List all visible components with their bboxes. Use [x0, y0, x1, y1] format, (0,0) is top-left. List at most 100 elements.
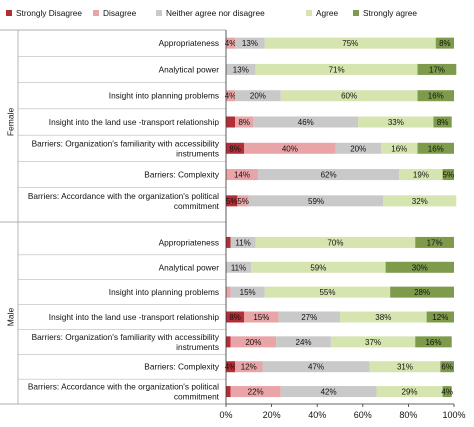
x-tick-label: 40% — [308, 410, 326, 420]
data-label: 30% — [412, 263, 428, 272]
bar-segment — [226, 236, 231, 248]
bar-segment — [280, 386, 377, 398]
bar-segment — [369, 361, 441, 373]
category-label: Analytical power — [159, 64, 220, 74]
data-label: 17% — [429, 65, 445, 74]
bar-segment — [253, 116, 359, 128]
data-label: 71% — [329, 65, 345, 74]
bar-segment — [230, 336, 277, 348]
data-label: 16% — [428, 144, 444, 153]
bar-segment — [262, 361, 370, 373]
category-label: instruments — [176, 148, 219, 158]
legend-swatch — [93, 10, 99, 16]
data-label: 12% — [432, 313, 448, 322]
bar-segment — [417, 142, 454, 154]
bar-segment — [226, 195, 238, 207]
legend-label: Strongly agree — [363, 8, 417, 18]
category-label: Appropriateness — [159, 38, 219, 48]
data-label: 16% — [425, 338, 441, 347]
legend-label: Disagree — [103, 8, 137, 18]
data-label: 14% — [234, 171, 250, 180]
data-label: 62% — [321, 171, 337, 180]
legend-label: Neither agree nor disagree — [166, 8, 265, 18]
category-label: Barriers: Organization's familiarity wit… — [32, 332, 220, 342]
legend-label: Strongly Disagree — [16, 8, 82, 18]
x-tick-label: 80% — [399, 410, 417, 420]
data-label: 8% — [229, 144, 241, 153]
bar-segment — [226, 116, 236, 128]
bar-segment — [226, 286, 231, 298]
bar-segment — [237, 195, 249, 207]
data-label: 8% — [229, 313, 241, 322]
data-label: 5% — [237, 197, 249, 206]
bar-segment — [226, 386, 231, 398]
category-label: Barriers: Accordance with the organizati… — [28, 382, 219, 392]
data-label: 20% — [350, 144, 366, 153]
data-label: 4% — [225, 92, 237, 101]
data-label: 5% — [443, 171, 455, 180]
bar-segment — [276, 336, 331, 348]
category-label: Barriers: Complexity — [144, 362, 220, 372]
bar-segment — [248, 195, 384, 207]
bar-segment — [230, 286, 265, 298]
bar-segment — [226, 37, 236, 49]
bar-segment — [257, 169, 400, 181]
data-label: 8% — [437, 118, 449, 127]
bar-segment — [433, 116, 452, 128]
bar-segment — [255, 63, 418, 75]
category-label: Analytical power — [159, 262, 220, 272]
bar-segment — [415, 236, 454, 248]
x-tick-label: 60% — [354, 410, 372, 420]
data-label: 29% — [402, 388, 418, 397]
data-label: 5% — [226, 197, 238, 206]
data-label: 33% — [388, 118, 404, 127]
bar-segment — [235, 37, 265, 49]
data-label: 28% — [414, 288, 430, 297]
bar-segment — [235, 116, 254, 128]
data-label: 60% — [341, 92, 357, 101]
data-label: 32% — [412, 197, 428, 206]
data-label: 27% — [301, 313, 317, 322]
data-label: 55% — [319, 288, 335, 297]
bar-segment — [340, 311, 427, 323]
bar-segment — [226, 63, 256, 75]
data-label: 19% — [413, 171, 429, 180]
bar-segment — [335, 142, 382, 154]
data-label: 75% — [342, 39, 358, 48]
category-label: Insight into planning problems — [109, 287, 219, 297]
category-label: commitment — [174, 201, 220, 211]
bar-segment — [226, 90, 236, 102]
data-label: 11% — [235, 238, 250, 247]
data-label: 12% — [241, 363, 257, 372]
category-label: Insight into planning problems — [109, 91, 219, 101]
category-label: Barriers: Complexity — [144, 170, 220, 180]
bar-segment — [435, 37, 454, 49]
group-label: Female — [5, 108, 15, 137]
group-label: Male — [5, 308, 15, 327]
bar-segment — [376, 386, 443, 398]
data-label: 20% — [250, 92, 266, 101]
bar-segment — [264, 37, 436, 49]
bar-segment — [255, 236, 416, 248]
x-tick-label: 100% — [442, 410, 465, 420]
bar-segment — [280, 90, 418, 102]
data-label: 17% — [427, 238, 443, 247]
x-tick-label: 20% — [263, 410, 281, 420]
data-label: 4% — [225, 39, 237, 48]
bar-segment — [230, 236, 256, 248]
bar-segment — [251, 261, 386, 273]
bar-segment — [264, 286, 391, 298]
data-label: 4% — [225, 363, 237, 372]
bar-segment — [235, 90, 281, 102]
bar-segment — [226, 261, 252, 273]
data-label: 15% — [240, 288, 256, 297]
bar-segment — [381, 142, 418, 154]
data-label: 15% — [253, 313, 269, 322]
category-label: Barriers: Organization's familiarity wit… — [32, 138, 220, 148]
data-label: 16% — [391, 144, 407, 153]
category-label: Appropriateness — [159, 237, 219, 247]
category-label: commitment — [174, 392, 220, 402]
legend-label: Agree — [316, 8, 339, 18]
legend-swatch — [156, 10, 162, 16]
